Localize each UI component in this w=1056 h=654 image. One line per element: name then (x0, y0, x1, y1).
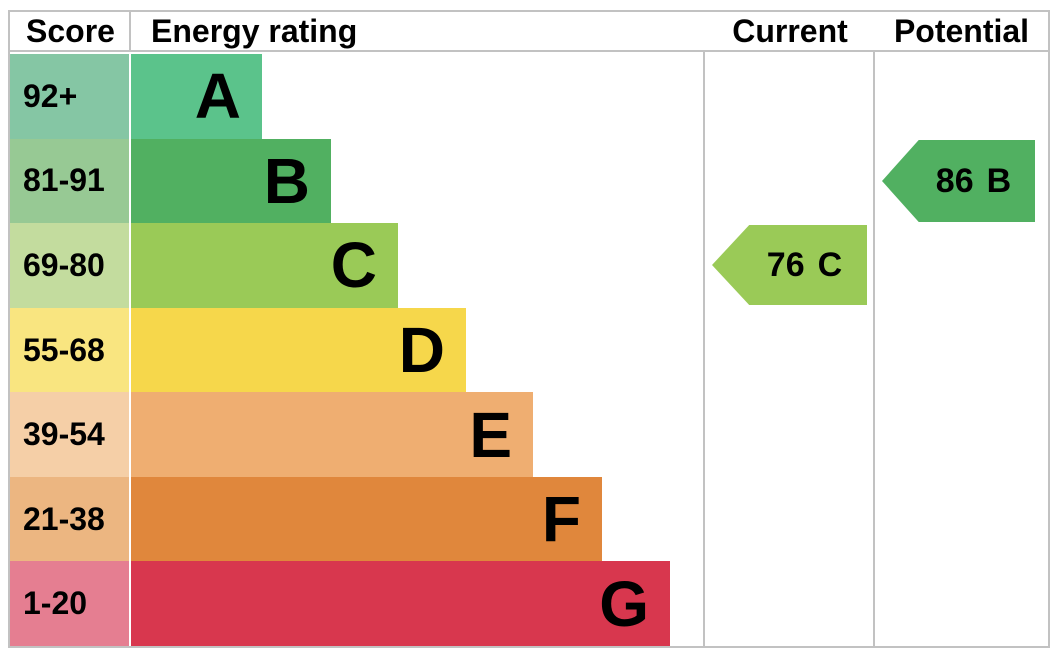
potential-rating-arrow: 86 B (882, 140, 1035, 222)
band-bar-e: E (131, 392, 533, 477)
band-bar-g: G (131, 561, 670, 647)
band-letter: G (599, 567, 649, 640)
current-score: 76 (766, 245, 805, 284)
band-rows: 92+ A 81-91 B 69-80 C 55-68 D 39-54 E 21… (10, 54, 1048, 647)
band-row-b: 81-91 B (10, 138, 1048, 224)
band-letter: C (330, 229, 377, 302)
current-rating-arrow: 76 C (712, 225, 867, 305)
score-cell: 1-20 (10, 561, 129, 647)
score-cell: 21-38 (10, 476, 129, 562)
epc-energy-rating-chart: Score Energy rating Current Potential 92… (8, 10, 1050, 648)
score-range: 21-38 (23, 500, 105, 537)
band-bar-b: B (131, 138, 331, 224)
band-letter: D (398, 314, 445, 387)
score-cell: 81-91 (10, 138, 129, 224)
band-letter: F (541, 483, 581, 556)
band-row-f: 21-38 F (10, 476, 1048, 562)
potential-band-letter: B (986, 161, 1012, 200)
potential-score: 86 (935, 161, 974, 200)
band-row-e: 39-54 E (10, 392, 1048, 477)
score-cell: 39-54 (10, 392, 129, 477)
band-row-a: 92+ A (10, 54, 1048, 139)
current-column-header: Current (732, 12, 848, 49)
band-letter: B (263, 144, 310, 217)
band-row-d: 55-68 D (10, 307, 1048, 393)
chart-header-row: Score Energy rating Current Potential (10, 12, 1048, 52)
current-band-letter: C (817, 245, 843, 284)
band-bar-a: A (131, 54, 262, 139)
band-bar-c: C (131, 223, 398, 308)
band-letter: E (469, 398, 512, 471)
score-column-divider (129, 12, 131, 52)
band-letter: A (194, 60, 241, 133)
current-column-divider (703, 12, 705, 646)
potential-column-divider (873, 12, 875, 646)
band-row-g: 1-20 G (10, 561, 1048, 647)
score-range: 55-68 (23, 331, 105, 368)
score-range: 81-91 (23, 162, 105, 199)
band-bar-d: D (131, 307, 466, 393)
score-range: 92+ (23, 77, 78, 114)
score-range: 69-80 (23, 246, 105, 283)
energy-rating-column-header: Energy rating (151, 12, 358, 49)
score-cell: 92+ (10, 54, 129, 139)
score-cell: 55-68 (10, 307, 129, 393)
score-range: 1-20 (23, 585, 88, 622)
band-row-c: 69-80 C (10, 223, 1048, 308)
score-cell: 69-80 (10, 223, 129, 308)
score-column-header: Score (26, 12, 115, 49)
potential-column-header: Potential (893, 12, 1030, 49)
score-range: 39-54 (23, 416, 105, 453)
band-bar-f: F (131, 476, 602, 562)
